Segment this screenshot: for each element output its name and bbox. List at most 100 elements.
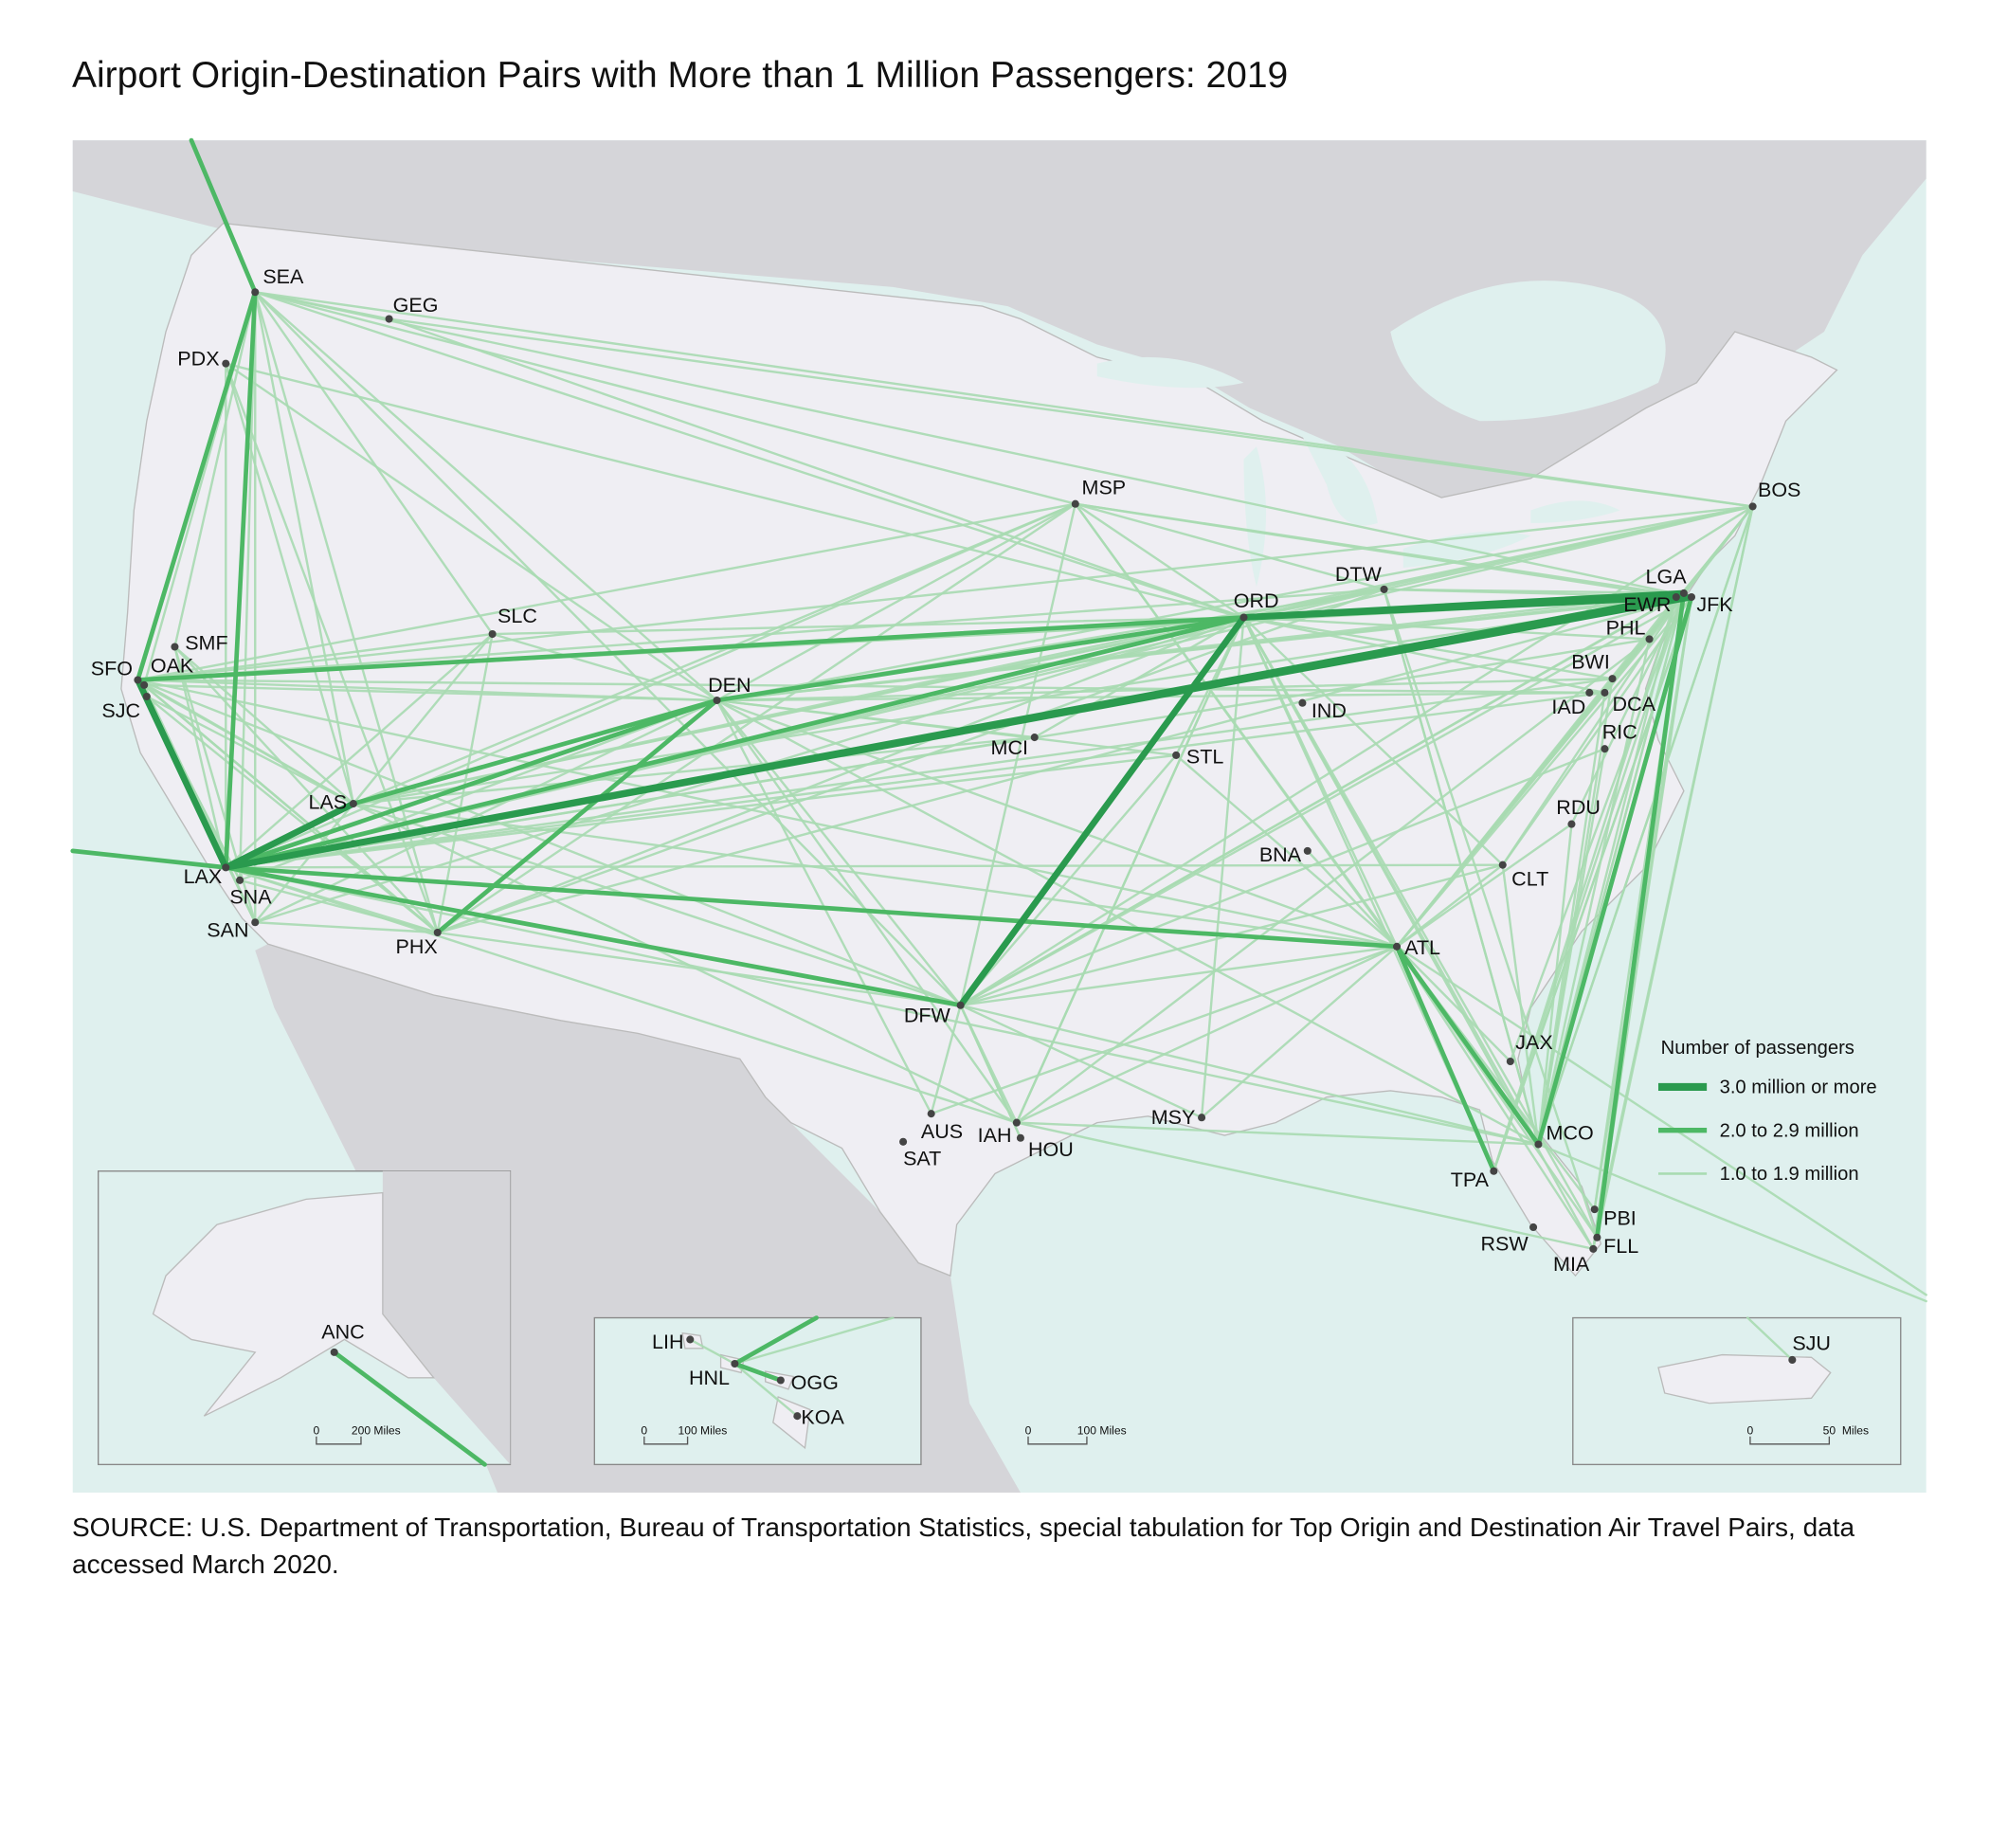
route [225, 866, 1019, 1124]
airport-label: MCI [991, 736, 1028, 759]
airport-dot [1645, 635, 1654, 643]
route [436, 616, 1245, 934]
route [70, 848, 228, 870]
route [136, 502, 1077, 681]
airport-label: SEA [262, 265, 304, 288]
route [733, 1362, 799, 1418]
route [136, 632, 494, 681]
route [959, 747, 1606, 1006]
airport-dot [1589, 1244, 1598, 1253]
airport-dot [899, 1137, 908, 1146]
route [254, 291, 718, 702]
airport-dot [349, 800, 357, 808]
airport-dot [142, 692, 151, 701]
airport-label: BOS [1758, 479, 1800, 501]
airport-label: SNA [229, 885, 272, 908]
route [491, 616, 1245, 636]
airport-dot [686, 1335, 695, 1344]
legend-item: 1.0 to 1.9 million [1720, 1164, 1859, 1185]
route [1501, 591, 1686, 866]
airport-label: BNA [1259, 843, 1302, 866]
airport-label: IND [1312, 699, 1347, 722]
route [352, 595, 1693, 806]
route [715, 615, 1246, 703]
airport-dot [1380, 585, 1388, 593]
route [223, 698, 719, 870]
route [173, 645, 227, 869]
airport-label: LIH [652, 1331, 683, 1353]
airport-label: LGA [1646, 565, 1688, 588]
airport-dot [956, 1001, 965, 1009]
legend-title: Number of passengers [1661, 1038, 1854, 1059]
us-land [120, 222, 1838, 1277]
airport-dot [927, 1110, 935, 1118]
scale-label: 50 [1823, 1424, 1836, 1438]
airport-dot [793, 1412, 802, 1421]
airport-dot [1585, 688, 1594, 697]
route [957, 614, 1247, 1009]
canada [72, 140, 1927, 511]
airport-dot [1392, 942, 1402, 951]
airport-label: RSW [1480, 1233, 1529, 1256]
airport-label: CLT [1511, 868, 1548, 891]
airport-label: IAH [978, 1124, 1012, 1147]
airport-label: TPA [1451, 1169, 1490, 1191]
airport-label: MSP [1082, 476, 1127, 498]
airport-dot [1012, 1118, 1021, 1127]
route [238, 291, 257, 882]
airport-label: MIA [1553, 1253, 1590, 1276]
route [332, 1350, 487, 1467]
airport-label: HNL [689, 1367, 730, 1389]
route [1395, 945, 1927, 1296]
route [1074, 502, 1385, 591]
route [1074, 502, 1245, 619]
route [1537, 638, 1651, 1146]
route [254, 291, 355, 806]
scale-label: 0 [1025, 1424, 1032, 1438]
route [189, 137, 258, 295]
route [1015, 616, 1245, 1124]
route [238, 879, 439, 934]
scale-bar [643, 1436, 689, 1445]
airport-label: JAX [1515, 1031, 1552, 1054]
airport-label: PHX [395, 935, 437, 958]
route [225, 691, 1606, 869]
route [225, 632, 494, 869]
route [225, 502, 1077, 869]
scale-label: 0 [641, 1424, 647, 1438]
route [223, 289, 258, 870]
route [715, 698, 1540, 1146]
route [959, 945, 1399, 1006]
scale-bar [1749, 1436, 1831, 1445]
airport-label: SMF [185, 631, 227, 654]
airport-label: GEG [393, 294, 439, 317]
route [1394, 944, 1496, 1174]
airport-label: DCA [1613, 693, 1656, 716]
puerto-rico-land [1657, 1353, 1832, 1404]
airport-label: MCO [1547, 1121, 1594, 1144]
route [136, 679, 1606, 695]
route [136, 505, 1754, 681]
airport-label: SJU [1792, 1332, 1831, 1355]
route [715, 505, 1754, 702]
route [1383, 588, 1599, 1239]
airport-dot [222, 359, 230, 368]
route [388, 317, 1245, 619]
airport-dot [1748, 502, 1757, 511]
route [1015, 945, 1399, 1124]
airport-label: RIC [1602, 721, 1637, 744]
airport-dot [171, 643, 179, 651]
route [1394, 944, 1541, 1147]
airport-label: DFW [904, 1005, 951, 1027]
airport-dot [1788, 1355, 1797, 1365]
route [436, 595, 1693, 934]
route [135, 677, 229, 871]
route [222, 800, 357, 871]
route [435, 698, 719, 935]
route [1592, 505, 1754, 1251]
route [223, 615, 1246, 870]
route [733, 1316, 895, 1366]
airport-label: MSY [1151, 1106, 1196, 1129]
airport-label: LAS [308, 791, 347, 814]
source-note: SOURCE: U.S. Department of Transportatio… [72, 1513, 1855, 1579]
